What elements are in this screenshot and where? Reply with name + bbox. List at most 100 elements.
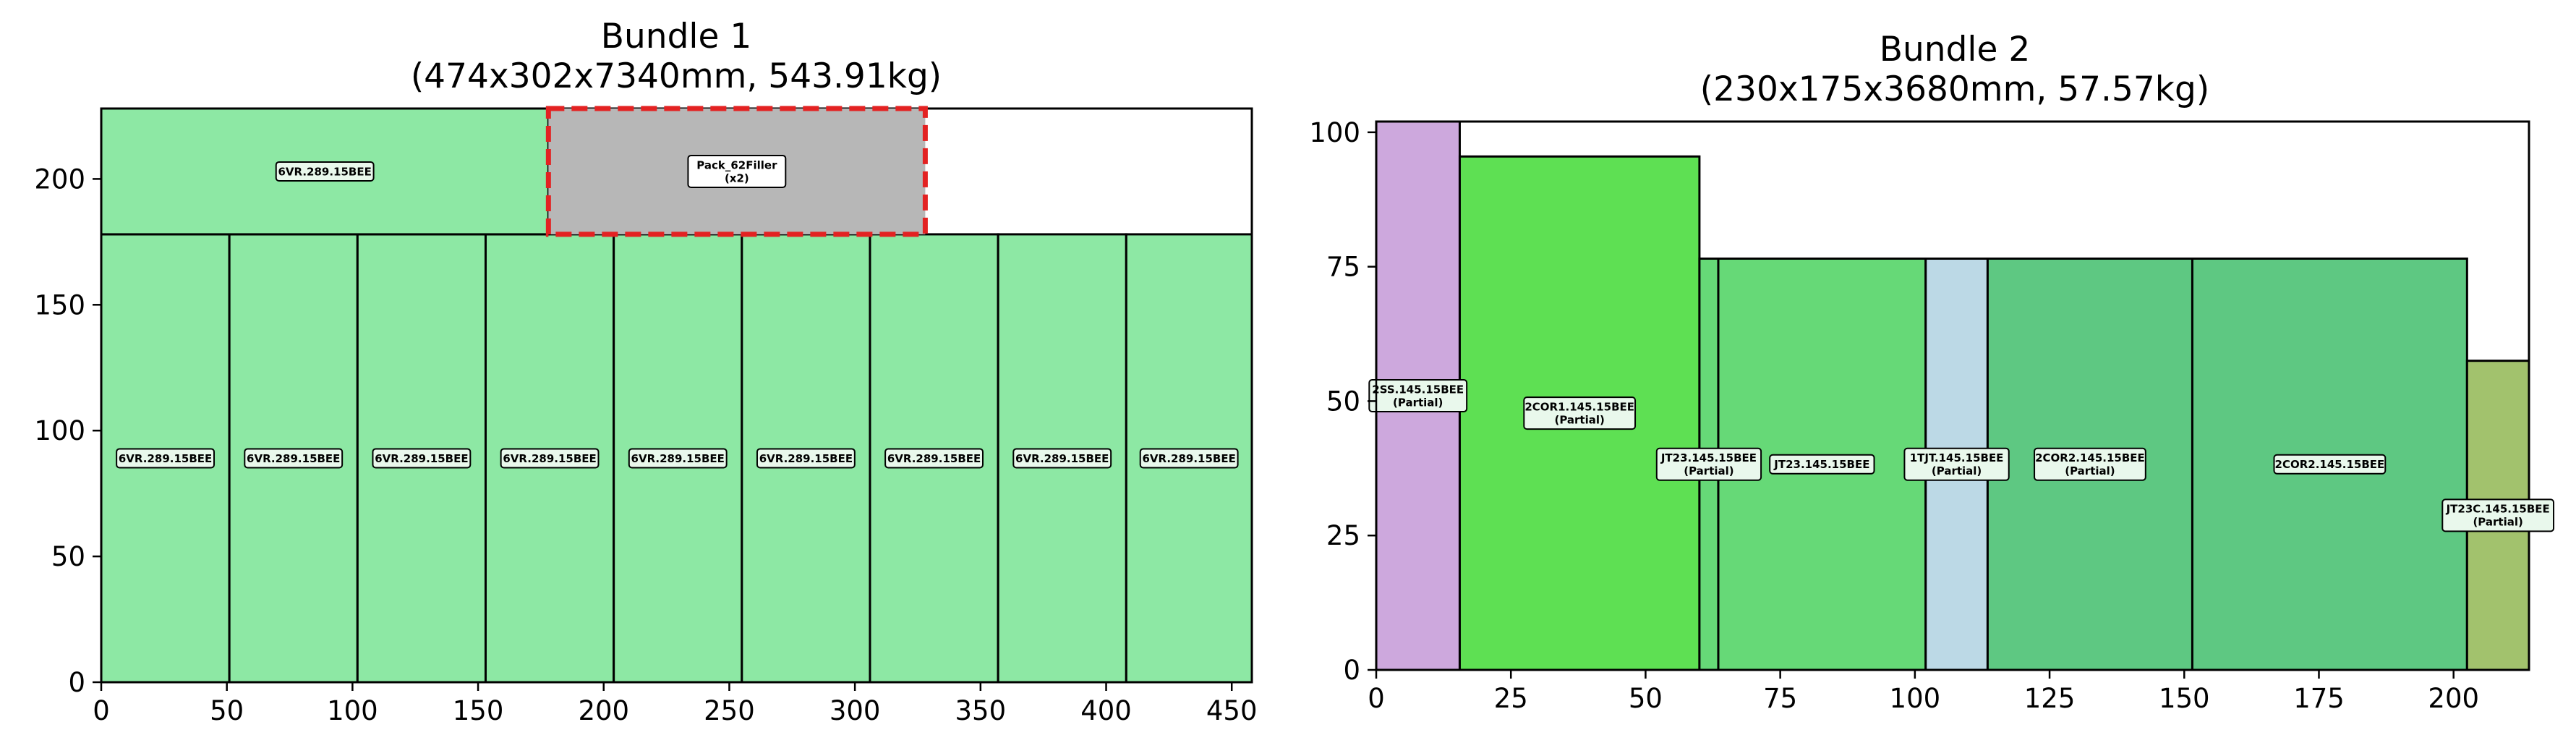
x-tick-label: 300 [829, 695, 881, 726]
box-label-text: 6VR.289.15BEE [1142, 452, 1235, 465]
x-tick-label: 25 [1494, 683, 1528, 714]
x-tick-label: 0 [93, 695, 110, 726]
box-label: 2SS.145.15BEE(Partial) [1368, 379, 1468, 412]
chart-title: Bundle 1 [601, 17, 751, 56]
y-tick-label: 100 [34, 415, 85, 446]
box-label-text: 6VR.289.15BEE [278, 165, 371, 178]
y-tick-label: 75 [1326, 252, 1360, 283]
box-label: 1TJT.145.15BEE(Partial) [1903, 447, 2010, 481]
x-tick-label: 350 [955, 695, 1007, 726]
x-tick-label: 200 [578, 695, 629, 726]
box-label-background [1012, 448, 1112, 469]
y-tick-label: 50 [1326, 386, 1360, 417]
x-tick-label: 0 [1368, 683, 1385, 714]
box-label: 2COR1.145.15BEE(Partial) [1523, 396, 1637, 430]
box-label-text: 2SS.145.15BEE [1372, 383, 1464, 396]
box-label-text: (Partial) [1393, 396, 1443, 409]
y-tick-label: 25 [1326, 520, 1360, 551]
chart-subtitle: (230x175x3680mm, 57.57kg) [1700, 69, 2209, 109]
box-label-text: (Partial) [2473, 516, 2522, 529]
box-label-text: JT23C.145.15BEE [2446, 503, 2550, 516]
x-tick-label: 125 [2024, 683, 2076, 714]
box-label-background [1769, 454, 1875, 475]
box-label: 6VR.289.15BEE [116, 448, 216, 469]
box-label-text: 6VR.289.15BEE [759, 452, 853, 465]
x-tick-label: 150 [453, 695, 504, 726]
box-label-text: 6VR.289.15BEE [119, 452, 212, 465]
bundle-1-subplot: Bundle 1 (474x302x7340mm, 543.91kg) 6VR.… [34, 17, 1257, 726]
x-tick-label: 175 [2293, 683, 2345, 714]
box-label-text: 6VR.289.15BEE [1015, 452, 1109, 465]
y-tick-label: 150 [34, 289, 85, 320]
box-label: 6VR.289.15BEE [244, 448, 344, 469]
box-label-background [687, 154, 787, 188]
chart-title: Bundle 2 [1880, 30, 2030, 69]
y-tick-label: 0 [68, 667, 85, 698]
box-label-background [500, 448, 600, 469]
box-label-background [1139, 448, 1239, 469]
box-label-text: (Partial) [2065, 464, 2115, 477]
box-label-background [756, 448, 856, 469]
box-label: 6VR.289.15BEE [1139, 448, 1239, 469]
box-label-background [2441, 498, 2555, 532]
box-label-background [1368, 379, 1468, 412]
box-label-text: 6VR.289.15BEE [375, 452, 468, 465]
box-label-background [372, 448, 472, 469]
box-label: JT23.145.15BEE [1769, 454, 1875, 475]
box-label-text: JT23.145.15BEE [1773, 458, 1869, 471]
box-label-background [2273, 454, 2387, 475]
box-label-background [884, 448, 984, 469]
box-label-text: (Partial) [1554, 414, 1604, 427]
box-label-text: JT23.145.15BEE [1660, 451, 1757, 464]
box-label: 6VR.289.15BEE [1012, 448, 1112, 469]
box-label-text: 1TJT.145.15BEE [1910, 451, 2004, 464]
box-label-text: 2COR2.145.15BEE [2275, 458, 2385, 471]
x-tick-label: 250 [704, 695, 755, 726]
box-label-background [628, 448, 728, 469]
box-label-background [1655, 447, 1762, 481]
box-label-background [116, 448, 216, 469]
y-tick-label: 0 [1343, 655, 1360, 686]
box-label: JT23C.145.15BEE(Partial) [2441, 498, 2555, 532]
y-tick-label: 100 [1309, 117, 1360, 148]
box-label-text: (Partial) [1932, 464, 1982, 477]
box-label: 6VR.289.15BEE [756, 448, 856, 469]
x-tick-label: 400 [1080, 695, 1132, 726]
box-label: 2COR2.145.15BEE [2273, 454, 2387, 475]
box-label-text: 6VR.289.15BEE [631, 452, 725, 465]
box-label-text: Pack_62Filler [696, 158, 777, 171]
box-label: 2COR2.145.15BEE(Partial) [2034, 447, 2146, 481]
box-label-background [275, 161, 375, 182]
box-label-background [1523, 396, 1637, 430]
box-label-text: 6VR.289.15BEE [503, 452, 596, 465]
box-label-text: 6VR.289.15BEE [887, 452, 981, 465]
chart-subtitle: (474x302x7340mm, 543.91kg) [411, 56, 942, 96]
box-label: 6VR.289.15BEE [884, 448, 984, 469]
y-tick-label: 50 [51, 541, 85, 572]
box-label-text: (Partial) [1684, 464, 1733, 477]
box-label: 6VR.289.15BEE [628, 448, 728, 469]
box-label-text: 6VR.289.15BEE [247, 452, 340, 465]
box-label-text: 2COR1.145.15BEE [1524, 401, 1634, 414]
x-tick-label: 100 [1890, 683, 1941, 714]
x-tick-label: 50 [210, 695, 244, 726]
box-label-background [1903, 447, 2010, 481]
box-label-text: 2COR2.145.15BEE [2035, 451, 2145, 464]
x-tick-label: 75 [1763, 683, 1797, 714]
x-tick-label: 100 [327, 695, 378, 726]
box-label: 6VR.289.15BEE [500, 448, 600, 469]
bundle-2-subplot: Bundle 2 (230x175x3680mm, 57.57kg) 2SS.1… [1309, 30, 2555, 714]
x-tick-label: 150 [2159, 683, 2210, 714]
x-tick-label: 200 [2428, 683, 2479, 714]
box-label: Pack_62Filler(x2) [687, 154, 787, 188]
box-label-text: (x2) [725, 171, 749, 184]
x-tick-label: 450 [1206, 695, 1258, 726]
y-tick-label: 200 [34, 163, 85, 195]
box-label-background [2034, 447, 2146, 481]
x-tick-label: 50 [1629, 683, 1663, 714]
box-label-background [244, 448, 344, 469]
box-label: 6VR.289.15BEE [275, 161, 375, 182]
box-label: JT23.145.15BEE(Partial) [1655, 447, 1762, 481]
box-label: 6VR.289.15BEE [372, 448, 472, 469]
